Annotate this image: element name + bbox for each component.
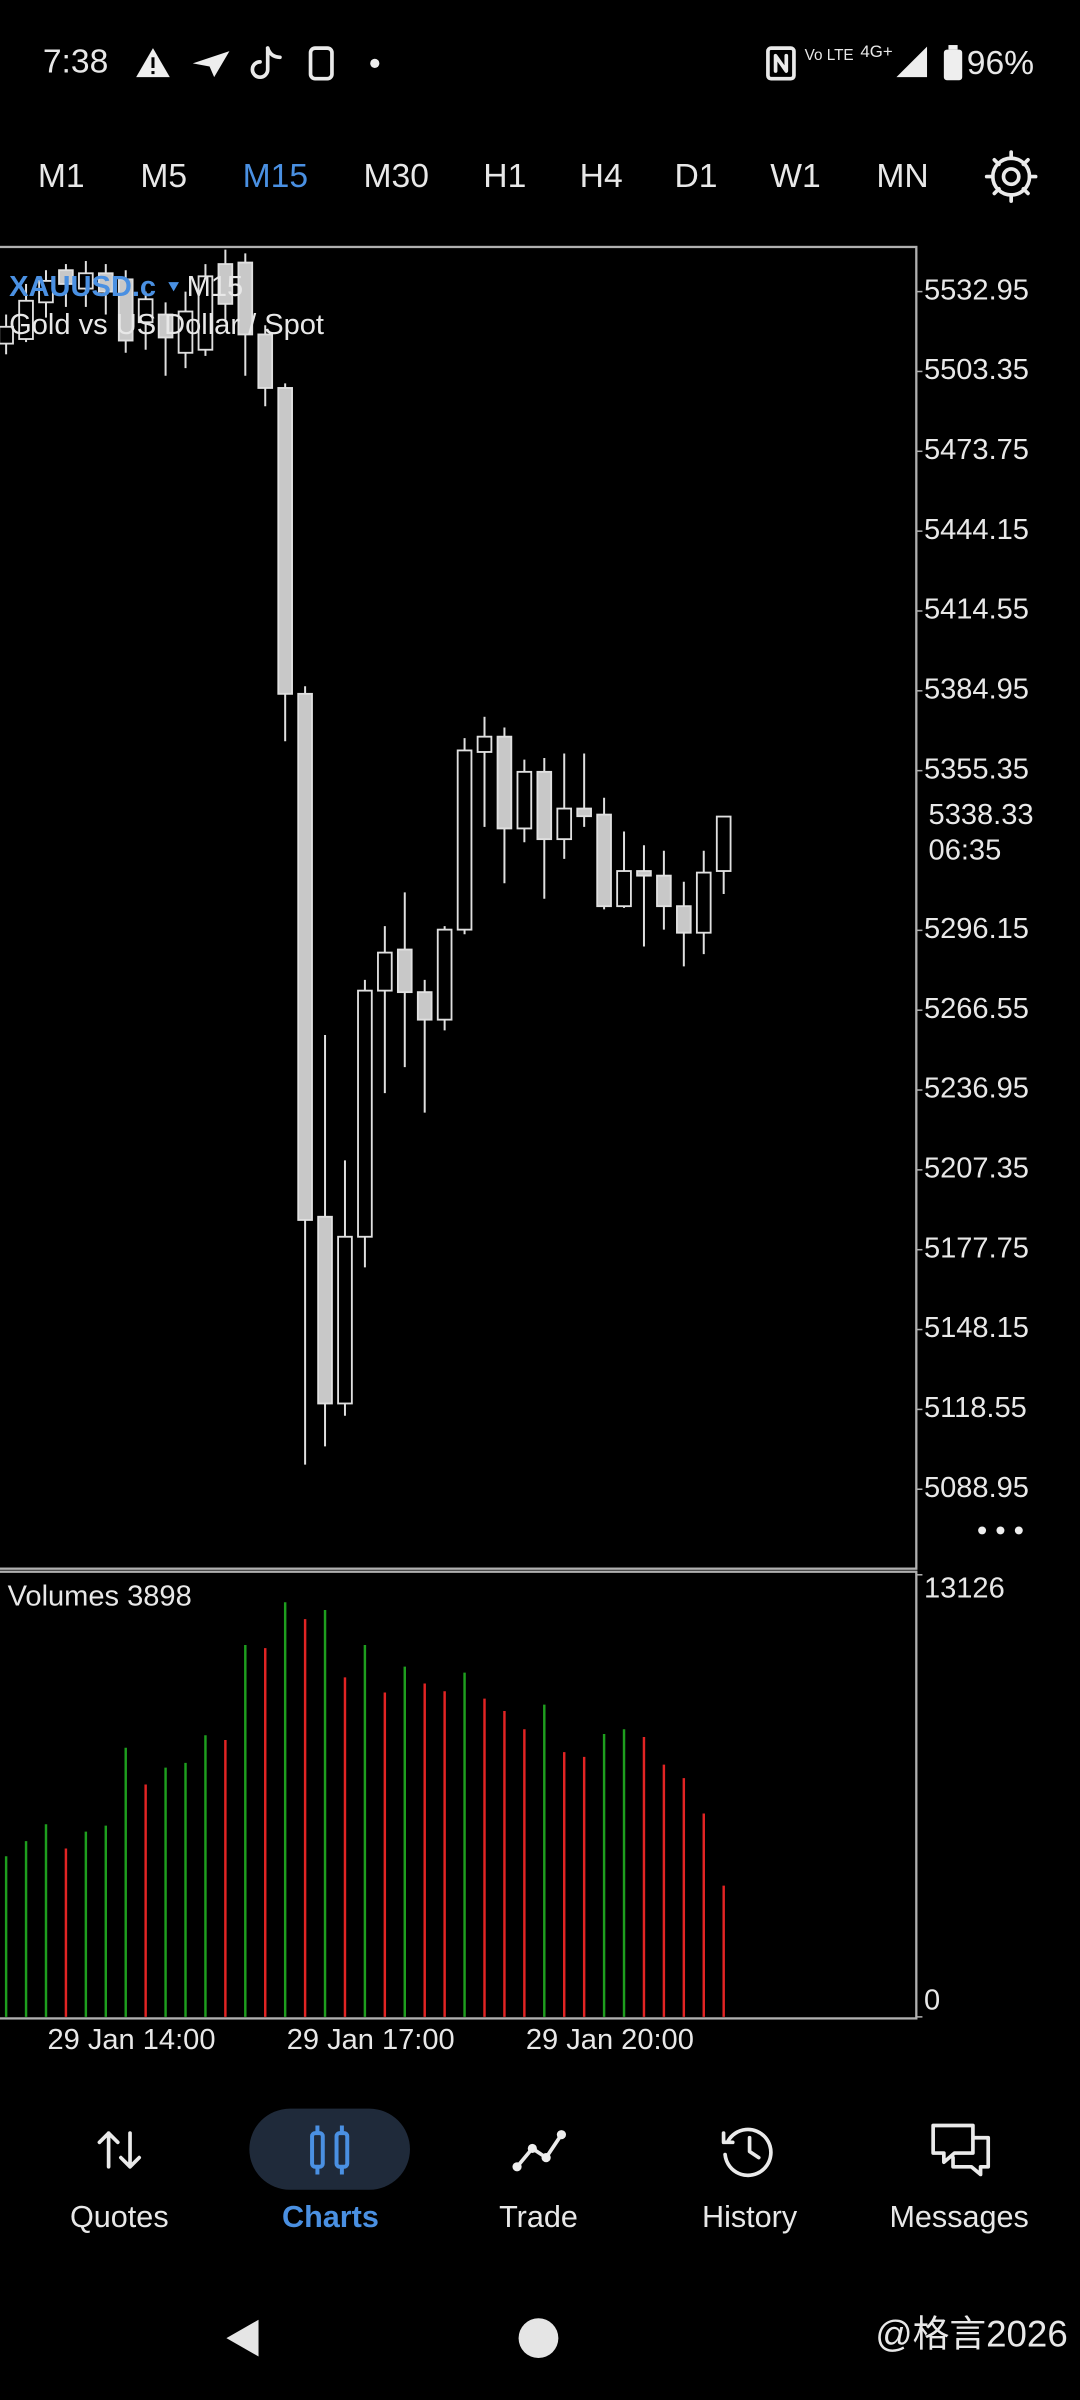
timeframe-button[interactable]: D1 <box>675 158 718 195</box>
active-tab-pill <box>249 2108 410 2190</box>
timeframe-button[interactable]: M30 <box>363 158 428 195</box>
candle-body <box>197 275 214 351</box>
candle-body <box>377 951 393 992</box>
timeframe-button[interactable]: MN <box>876 158 928 195</box>
symbol-dropdown[interactable] <box>168 282 179 292</box>
volume-title: Volumes 3898 <box>8 1580 192 1612</box>
candle-body <box>78 272 94 290</box>
candle-body <box>337 1235 353 1405</box>
candle-body <box>436 928 453 1021</box>
y-tick-label: 5088.95 <box>924 1472 1029 1504</box>
timeframe-button[interactable]: M5 <box>140 158 187 195</box>
x-tick-label: 29 Jan 17:00 <box>287 2024 455 2056</box>
y-tick-label: 5532.95 <box>924 274 1029 306</box>
more-button[interactable] <box>978 1526 1023 1535</box>
home-button[interactable] <box>518 2318 559 2359</box>
y-tick-label: 5355.35 <box>924 753 1029 785</box>
candle-body <box>596 813 612 908</box>
x-tick-label: 29 Jan 14:00 <box>48 2024 216 2056</box>
settings-button[interactable] <box>984 150 1038 203</box>
candle-body <box>456 749 473 931</box>
candle-body <box>536 770 553 841</box>
y-tick-label: 5177.75 <box>924 1232 1029 1264</box>
timeframe-button[interactable]: M15 <box>243 158 308 195</box>
candle-body <box>636 870 652 877</box>
candle-body <box>58 269 74 285</box>
back-button[interactable] <box>226 2319 259 2357</box>
candle-body <box>396 948 413 994</box>
y-tick-label: 5503.35 <box>924 354 1029 386</box>
symbol-label[interactable]: XAUUSD.c <box>9 271 156 303</box>
candle-body <box>317 1215 333 1405</box>
timeframe-button[interactable]: W1 <box>770 158 820 195</box>
volte-label: Vo LTE <box>805 47 854 64</box>
x-tick-label: 29 Jan 20:00 <box>526 2024 694 2056</box>
volume-panel <box>0 1570 918 2020</box>
candle-body <box>695 871 712 934</box>
candle-body <box>137 298 154 324</box>
battery-label: 96% <box>967 45 1034 82</box>
candle-body <box>496 735 513 830</box>
bar-countdown: 06:35 <box>929 834 1002 866</box>
y-tick-label: 5384.95 <box>924 673 1029 705</box>
candle-body <box>656 874 672 908</box>
network-label: 4G+ <box>860 42 892 61</box>
status-time: 7:38 <box>43 43 108 80</box>
candle-body <box>516 770 533 830</box>
timeframe-bar: M1 M5 M15 M30 H1 H4 D1 W1 MN <box>38 158 929 195</box>
candle-body <box>117 278 134 342</box>
candle-body <box>38 279 54 304</box>
candle-body <box>177 310 194 354</box>
candle-body <box>715 815 732 872</box>
y-tick-label: 5148.15 <box>924 1312 1029 1344</box>
y-tick-label: 5236.95 <box>924 1073 1029 1105</box>
y-tick-label: 5296.15 <box>924 913 1029 945</box>
candle-body <box>257 333 274 389</box>
plot-area: 5532.95 5503.35 5473.75 5444.15 5414.55 5384.… <box>0 249 1034 2056</box>
nav-tab[interactable]: Trade <box>499 2200 578 2234</box>
candle-body <box>676 905 692 934</box>
y-tick-label: 5473.75 <box>924 434 1029 466</box>
nav-tab[interactable]: Quotes <box>70 2200 169 2234</box>
y-tick-label: 13126 <box>924 1573 1005 1605</box>
candle-body <box>18 299 34 340</box>
candle-body <box>297 692 313 1221</box>
y-tick-label: 5118.55 <box>924 1392 1027 1424</box>
candle-body <box>576 807 592 818</box>
candle-body <box>277 387 293 695</box>
candle-body <box>97 272 114 293</box>
y-tick-label: 5444.15 <box>924 514 1029 546</box>
symbol-description: Gold vs US Dollar / Spot <box>9 309 324 341</box>
current-price: 5338.33 <box>929 799 1034 831</box>
bottom-nav: Quotes Charts Trade History Messages <box>70 2200 1029 2234</box>
candle-body <box>0 325 14 345</box>
timeframe-button[interactable]: H4 <box>580 158 623 195</box>
price-panel <box>0 245 918 1570</box>
y-tick-label: 5266.55 <box>924 993 1029 1025</box>
nav-tab[interactable]: Messages <box>889 2200 1028 2234</box>
timeframe-label: M15 <box>187 271 244 303</box>
y-tick-label: 5207.35 <box>924 1153 1029 1185</box>
candle-body <box>556 807 573 841</box>
watermark: @格言2026 <box>875 2313 1067 2354</box>
y-tick-label: 5414.55 <box>924 594 1029 626</box>
candle-body <box>217 263 234 305</box>
nav-icons <box>97 2123 991 2178</box>
nav-tab[interactable]: Charts <box>282 2200 379 2234</box>
candle-body <box>416 991 433 1021</box>
timeframe-button[interactable]: M1 <box>38 158 85 195</box>
nav-tab[interactable]: History <box>702 2200 798 2234</box>
y-tick-label: 0 <box>924 1984 940 2016</box>
candle-body <box>157 313 174 339</box>
timeframe-button[interactable]: H1 <box>483 158 526 195</box>
candle-body <box>476 735 493 753</box>
candle-body <box>237 261 254 336</box>
candle-body <box>357 989 373 1238</box>
candle-body <box>616 870 632 908</box>
